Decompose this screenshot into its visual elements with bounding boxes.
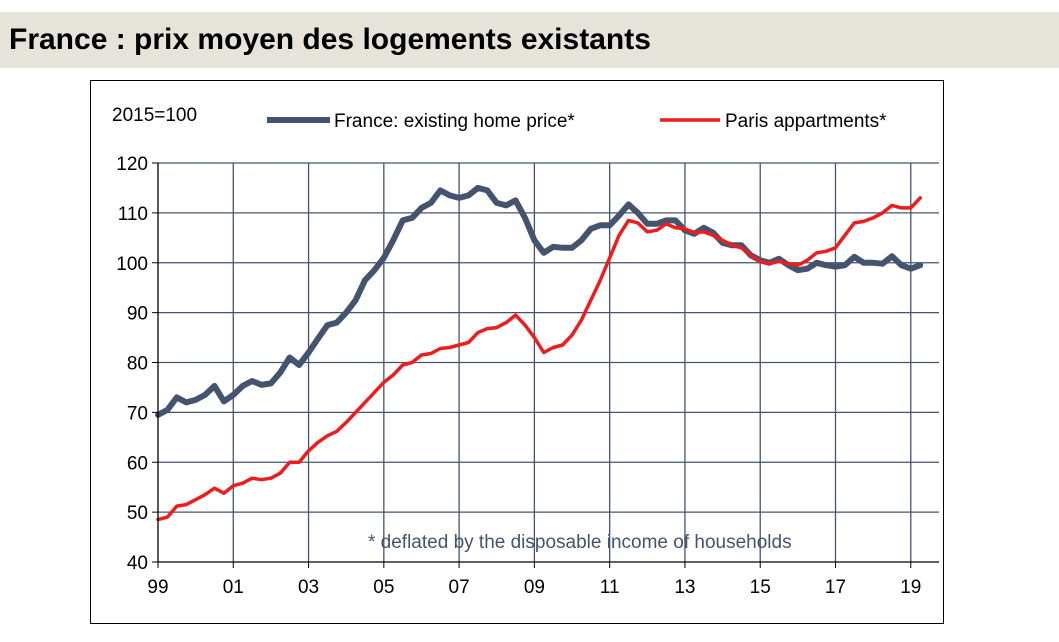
y-tick-label: 60: [127, 453, 148, 474]
x-tick-label: 09: [524, 577, 545, 598]
title-bar: France : prix moyen des logements exista…: [0, 12, 1059, 68]
y-tick-label: 50: [127, 503, 148, 524]
axes: 40 50 60 70 80 90 100 110 120 99 01 03 05 07 09 11 13 15 1…: [116, 154, 939, 598]
line-chart: 2015=100 France: existing home price* Pa…: [112, 105, 939, 598]
x-tick-label: 13: [674, 577, 695, 598]
x-tick-label: 19: [900, 577, 921, 598]
y-tick-label: 70: [127, 403, 148, 424]
x-tick-label: 03: [298, 577, 319, 598]
grid: [158, 162, 939, 562]
footnote: * deflated by the disposable income of h…: [368, 532, 792, 553]
x-tick-label: 07: [449, 577, 470, 598]
x-tick-label: 01: [223, 577, 244, 598]
base-label: 2015=100: [112, 105, 197, 126]
series-line-france: [155, 184, 924, 418]
x-tick-label: 15: [750, 577, 771, 598]
page-title: France : prix moyen des logements exista…: [9, 23, 651, 56]
chart-frame: 2015=100 France: existing home price* Pa…: [90, 80, 944, 624]
y-tick-label: 100: [116, 254, 148, 275]
y-tick-label: 110: [118, 204, 148, 225]
legend-label-paris: Paris appartments*: [725, 111, 887, 132]
legend-label-france: France: existing home price*: [334, 111, 575, 132]
x-tick-label: 11: [600, 577, 620, 598]
legend: France: existing home price* Paris appar…: [267, 111, 887, 132]
y-tick-label: 120: [116, 154, 148, 175]
series-layer: [155, 184, 924, 522]
y-tick-label: 80: [127, 354, 148, 375]
x-tick-label: 99: [147, 577, 168, 598]
x-tick-label: 05: [373, 577, 394, 598]
y-tick-label: 90: [127, 304, 148, 325]
x-tick-label: 17: [825, 577, 846, 598]
y-tick-label: 40: [127, 553, 148, 574]
series-line-paris: [156, 196, 922, 522]
